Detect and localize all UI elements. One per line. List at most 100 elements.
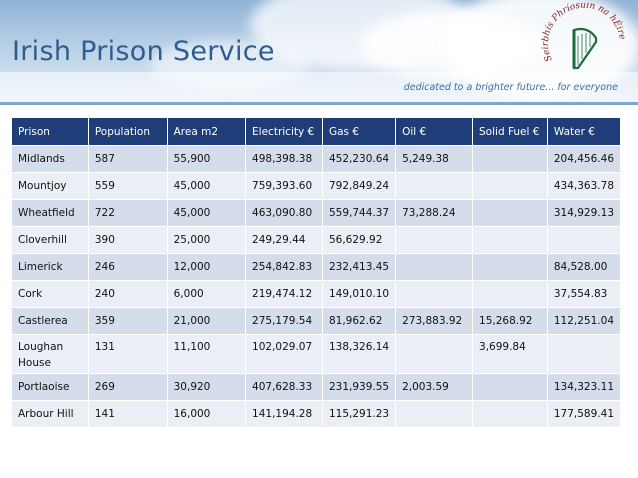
header-rule xyxy=(0,102,638,105)
table-cell: Midlands xyxy=(11,145,89,173)
table-row: Midlands 587 55,900 498,398.38 452,230.64 5,2… xyxy=(11,145,622,173)
table-cell xyxy=(395,172,474,200)
table-cell xyxy=(472,226,548,254)
table-cell: 131 xyxy=(87,334,168,374)
column-header: Population xyxy=(87,117,168,146)
table-cell: 792,849.24 xyxy=(321,172,397,200)
page-title: Irish Prison Service xyxy=(12,36,275,67)
table-cell: 149,010.10 xyxy=(321,280,397,308)
table-cell: 249,29.44 xyxy=(245,226,323,254)
table-cell xyxy=(395,226,474,254)
table-cell: 2,003.59 xyxy=(395,373,474,401)
table-cell: 219,474.12 xyxy=(245,280,323,308)
table-cell: 240 xyxy=(87,280,168,308)
column-header: Electricity € xyxy=(245,117,323,146)
table-cell xyxy=(546,226,622,254)
table-row: Mountjoy 559 45,000 759,393.60 792,849.24 434… xyxy=(11,172,622,200)
table-cell: 115,291.23 xyxy=(321,400,397,428)
table-cell: 21,000 xyxy=(166,307,247,335)
table-cell: Mountjoy xyxy=(11,172,89,200)
seal-text: Seirbhís Phríosúin na hÉireann xyxy=(540,2,627,63)
table-cell: 5,249.38 xyxy=(395,145,474,173)
table-cell: Portlaoise xyxy=(11,373,89,401)
table-cell: 84,528.00 xyxy=(546,253,622,281)
table-cell xyxy=(472,400,548,428)
table-cell: Castlerea xyxy=(11,307,89,335)
table-cell xyxy=(472,373,548,401)
table-row: Portlaoise 269 30,920 407,628.33 231,939.55 2… xyxy=(11,373,622,401)
table-cell: 102,029.07 xyxy=(245,334,323,374)
table-cell: 73,288.24 xyxy=(395,199,474,227)
table-row: Castlerea 359 21,000 275,179.54 81,962.62 273… xyxy=(11,307,622,335)
table-cell: 3,699.84 xyxy=(472,334,548,374)
table-cell: 11,100 xyxy=(166,334,247,374)
table-cell: 204,456.46 xyxy=(546,145,622,173)
table-cell: Arbour Hill xyxy=(11,400,89,428)
column-header: Prison xyxy=(11,117,89,146)
table-cell: 112,251.04 xyxy=(546,307,622,335)
column-header: Solid Fuel € xyxy=(472,117,548,146)
column-header: Oil € xyxy=(395,117,474,146)
table-row: Loughan House 131 11,100 102,029.07 138,326.… xyxy=(11,334,622,374)
table-cell: 16,000 xyxy=(166,400,247,428)
table-cell: 587 xyxy=(87,145,168,173)
table-cell: 254,842.83 xyxy=(245,253,323,281)
table-cell: Cork xyxy=(11,280,89,308)
table-cell: Loughan House xyxy=(11,334,89,374)
table-cell: 314,929.13 xyxy=(546,199,622,227)
harp-seal-logo: Seirbhís Phríosúin na hÉireann xyxy=(540,2,627,70)
tagline: dedicated to a brighter future... for ev… xyxy=(403,82,618,93)
table-cell xyxy=(395,253,474,281)
table-cell: 273,883.92 xyxy=(395,307,474,335)
table-row: Limerick 246 12,000 254,842.83 232,413.45 84,… xyxy=(11,253,622,281)
table-cell: 177,589.41 xyxy=(546,400,622,428)
table-cell: 463,090.80 xyxy=(245,199,323,227)
table-cell xyxy=(472,145,548,173)
table-cell: 56,629.92 xyxy=(321,226,397,254)
table-cell: 141 xyxy=(87,400,168,428)
table-cell: 759,393.60 xyxy=(245,172,323,200)
table-cell: 498,398.38 xyxy=(245,145,323,173)
table-row: Arbour Hill 141 16,000 141,194.28 115,291.23… xyxy=(11,400,622,428)
table-cell xyxy=(472,280,548,308)
table-cell xyxy=(472,253,548,281)
table-cell: 246 xyxy=(87,253,168,281)
table-cell: 559,744.37 xyxy=(321,199,397,227)
table-cell: 37,554.83 xyxy=(546,280,622,308)
harp-icon xyxy=(572,27,598,70)
table-cell: 275,179.54 xyxy=(245,307,323,335)
table-cell: 55,900 xyxy=(166,145,247,173)
table-cell: 25,000 xyxy=(166,226,247,254)
table-cell: 452,230.64 xyxy=(321,145,397,173)
svg-text:Seirbhís Phríosúin na hÉireann: Seirbhís Phríosúin na hÉireann xyxy=(540,2,627,63)
table-cell xyxy=(395,334,474,374)
table-row: Cork 240 6,000 219,474.12 149,010.10 37,554.8… xyxy=(11,280,622,308)
table-cell xyxy=(472,199,548,227)
table-cell xyxy=(472,172,548,200)
table-cell: 269 xyxy=(87,373,168,401)
prison-energy-table: Prison Population Area m2 Electricity € … xyxy=(11,117,622,428)
table-cell: 559 xyxy=(87,172,168,200)
table-cell: 722 xyxy=(87,199,168,227)
column-header: Area m2 xyxy=(166,117,247,146)
table-cell xyxy=(395,400,474,428)
table-cell xyxy=(395,280,474,308)
table-cell: 434,363.78 xyxy=(546,172,622,200)
table-cell: 81,962.62 xyxy=(321,307,397,335)
table-cell: 6,000 xyxy=(166,280,247,308)
column-header: Gas € xyxy=(321,117,397,146)
table-cell: 232,413.45 xyxy=(321,253,397,281)
table-cell: Limerick xyxy=(11,253,89,281)
table-cell: 30,920 xyxy=(166,373,247,401)
header-band xyxy=(0,72,638,102)
table-row: Wheatfield 722 45,000 463,090.80 559,744.37 7… xyxy=(11,199,622,227)
table-cell: 134,323.11 xyxy=(546,373,622,401)
table-cell: 231,939.55 xyxy=(321,373,397,401)
table-cell: 407,628.33 xyxy=(245,373,323,401)
column-header: Water € xyxy=(546,117,622,146)
table-cell: Wheatfield xyxy=(11,199,89,227)
table-cell xyxy=(546,334,622,374)
table-header-row: Prison Population Area m2 Electricity € … xyxy=(11,117,622,146)
table-cell: 141,194.28 xyxy=(245,400,323,428)
table-cell: 390 xyxy=(87,226,168,254)
